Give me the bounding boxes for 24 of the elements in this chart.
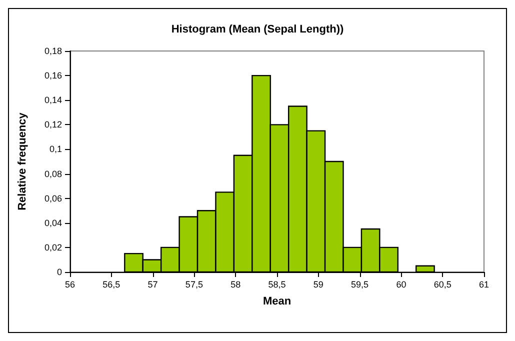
y-tick-label: 0,06 <box>44 193 62 204</box>
x-tick-label: 57,5 <box>185 280 203 290</box>
x-tick-label: 58 <box>230 280 241 290</box>
x-tick-label: 56 <box>64 280 76 290</box>
y-tick-label: 0,1 <box>49 144 62 154</box>
y-tick-label: 0,08 <box>44 168 62 179</box>
x-tick-label: 59,5 <box>351 280 369 290</box>
x-tick-label: 59 <box>313 280 324 290</box>
y-tick-label: 0,14 <box>44 95 62 106</box>
chart-title: Histogram (Mean (Sepal Length)) <box>171 24 344 36</box>
x-tick-label: 60 <box>396 280 406 290</box>
x-tick-label: 58,5 <box>268 280 286 290</box>
x-axis-title: Mean <box>262 296 292 308</box>
y-tick-label: 0,16 <box>44 70 62 81</box>
x-tick-label: 57 <box>148 280 158 290</box>
x-tick-label: 61 <box>478 280 490 290</box>
y-tick-label: 0 <box>56 267 62 277</box>
y-axis-title: Relative frequency <box>16 112 28 210</box>
x-tick-label: 56,5 <box>102 280 120 290</box>
y-tick-label: 0,04 <box>44 218 62 228</box>
y-tick-label: 0,12 <box>44 120 62 130</box>
y-tick-label: 0,02 <box>44 242 62 252</box>
y-tick-label: 0,18 <box>44 46 62 56</box>
x-tick-label: 60,5 <box>434 280 452 290</box>
